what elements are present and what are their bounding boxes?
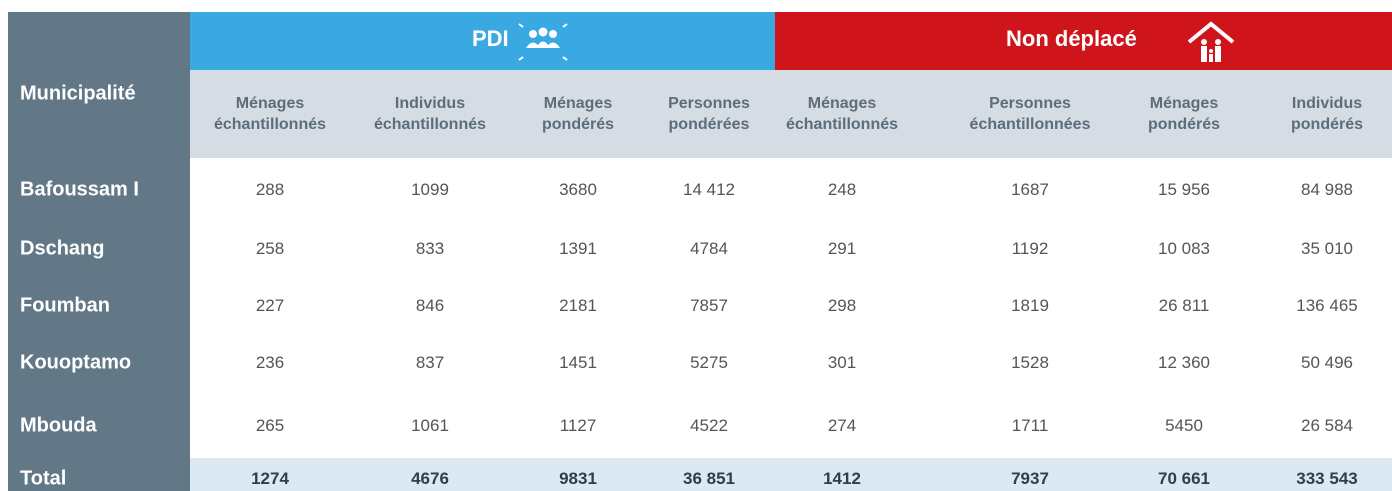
row-header-band	[8, 12, 190, 491]
column-header-line: Personnes	[668, 95, 750, 112]
column-header: Ménages pondérés	[542, 93, 614, 135]
subheader-band	[190, 70, 1392, 158]
cell-value: 236	[255, 353, 285, 372]
column-header-line: Personnes	[989, 95, 1071, 112]
total-value: 1412	[823, 469, 861, 488]
column-header: Personnes pondérées	[668, 93, 750, 135]
cell-value: 1099	[411, 180, 449, 199]
cell-value: 265	[255, 416, 285, 435]
column-header-line: échantillonnés	[213, 116, 327, 133]
cell-value: 1391	[559, 239, 597, 258]
cell-value: 298	[827, 296, 857, 315]
cell-value: 833	[415, 239, 445, 258]
cell-value: 12 360	[1158, 353, 1210, 372]
cell-value: 50 496	[1301, 353, 1353, 372]
column-header-line: échantillonnés	[373, 116, 487, 133]
group-label: PDI	[472, 26, 509, 51]
cell-value: 7857	[690, 296, 728, 315]
total-band	[190, 458, 1392, 491]
column-header-line: Ménages	[543, 95, 613, 112]
cell-value: 1061	[411, 416, 449, 435]
cell-value: 258	[255, 239, 285, 258]
group-label: Non déplacé	[1006, 26, 1137, 51]
total-value: 9831	[559, 469, 597, 488]
column-header-line: pondérés	[1147, 116, 1221, 133]
house-icon	[1187, 21, 1235, 62]
cell-value: 1451	[559, 353, 597, 372]
column-header: Personnes échantillonnées	[970, 93, 1091, 135]
total-value: 70 661	[1158, 469, 1210, 488]
column-header-line: Ménages	[235, 95, 305, 112]
column-header-line: pondérés	[541, 116, 615, 133]
cell-value: 26 584	[1301, 416, 1353, 435]
total-value: 1274	[251, 469, 289, 488]
total-value: 36 851	[683, 469, 735, 488]
column-header-line: échantillonnées	[969, 116, 1091, 133]
total-value: 333 543	[1296, 469, 1358, 488]
total-name: Total	[20, 467, 67, 490]
column-header: Individus échantillonnés	[374, 93, 486, 135]
cell-value: 1687	[1011, 180, 1049, 199]
row-name: Dschang	[20, 237, 105, 260]
column-header-line: échantillonnés	[785, 116, 899, 133]
total-value: 4676	[411, 469, 449, 488]
cell-value: 291	[827, 239, 857, 258]
cell-value: 846	[415, 296, 445, 315]
cell-value: 1528	[1011, 353, 1049, 372]
cell-value: 1711	[1011, 416, 1049, 435]
column-header: Ménages échantillonnés	[214, 93, 326, 135]
cell-value: 26 811	[1158, 296, 1210, 315]
pdi-band	[190, 12, 775, 70]
cell-value: 5450	[1165, 416, 1203, 435]
non-displaced-band	[775, 12, 1392, 70]
column-header-line: Individus	[1291, 95, 1363, 112]
column-header: Ménages pondérés	[1148, 93, 1220, 135]
column-header: Ménages échantillonnés	[786, 93, 898, 135]
cell-value: 837	[415, 353, 445, 372]
cell-value: 1819	[1011, 296, 1049, 315]
cell-value: 136 465	[1296, 296, 1358, 315]
cell-value: 301	[827, 353, 857, 372]
column-header-line: pondérés	[1290, 116, 1364, 133]
row-name: Foumban	[20, 294, 110, 317]
column-header-line: pondérées	[668, 116, 750, 133]
cell-value: 35 010	[1301, 239, 1353, 258]
row-name: Bafoussam I	[20, 178, 139, 201]
cell-value: 4522	[690, 416, 728, 435]
column-header-line: Ménages	[807, 95, 877, 112]
cell-value: 1192	[1011, 239, 1049, 258]
cell-value: 84 988	[1301, 180, 1353, 199]
total-value: 7937	[1011, 469, 1049, 488]
row-name: Kouoptamo	[20, 351, 132, 374]
cell-value: 3680	[559, 180, 597, 199]
cell-value: 15 956	[1158, 180, 1210, 199]
people-icon	[518, 23, 568, 61]
cell-value: 274	[827, 416, 857, 435]
cell-value: 227	[255, 296, 285, 315]
cell-value: 288	[255, 180, 285, 199]
cell-value: 2181	[559, 296, 597, 315]
column-header: Individus pondérés	[1291, 93, 1363, 135]
column-header-line: Individus	[394, 95, 466, 112]
cell-value: 4784	[690, 239, 728, 258]
cell-value: 14 412	[683, 180, 735, 199]
row-label-header: Municipalité	[20, 82, 136, 105]
cell-value: 248	[827, 180, 857, 199]
cell-value: 5275	[690, 353, 728, 372]
column-header-line: Ménages	[1149, 95, 1219, 112]
cell-value: 10 083	[1158, 239, 1210, 258]
cell-value: 1127	[559, 416, 597, 435]
row-name: Mbouda	[20, 414, 97, 437]
